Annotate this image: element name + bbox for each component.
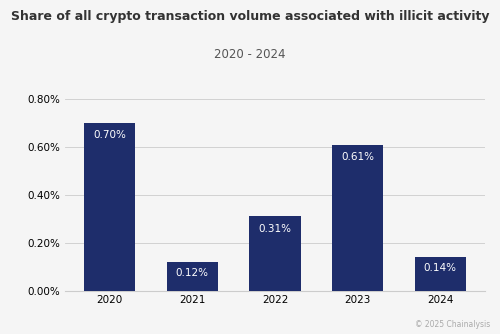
Bar bbox=[332, 145, 384, 291]
Text: 2020 - 2024: 2020 - 2024 bbox=[214, 48, 286, 61]
Text: 0.31%: 0.31% bbox=[258, 224, 292, 233]
Bar bbox=[414, 257, 466, 291]
Text: 0.14%: 0.14% bbox=[424, 263, 457, 273]
Text: 0.70%: 0.70% bbox=[94, 130, 126, 140]
Bar bbox=[166, 262, 218, 291]
Text: © 2025 Chainalysis: © 2025 Chainalysis bbox=[415, 320, 490, 329]
Text: 0.12%: 0.12% bbox=[176, 268, 209, 278]
Text: 0.61%: 0.61% bbox=[341, 152, 374, 162]
Bar bbox=[250, 216, 300, 291]
Bar bbox=[84, 123, 136, 291]
Text: Share of all crypto transaction volume associated with illicit activity: Share of all crypto transaction volume a… bbox=[11, 10, 489, 23]
